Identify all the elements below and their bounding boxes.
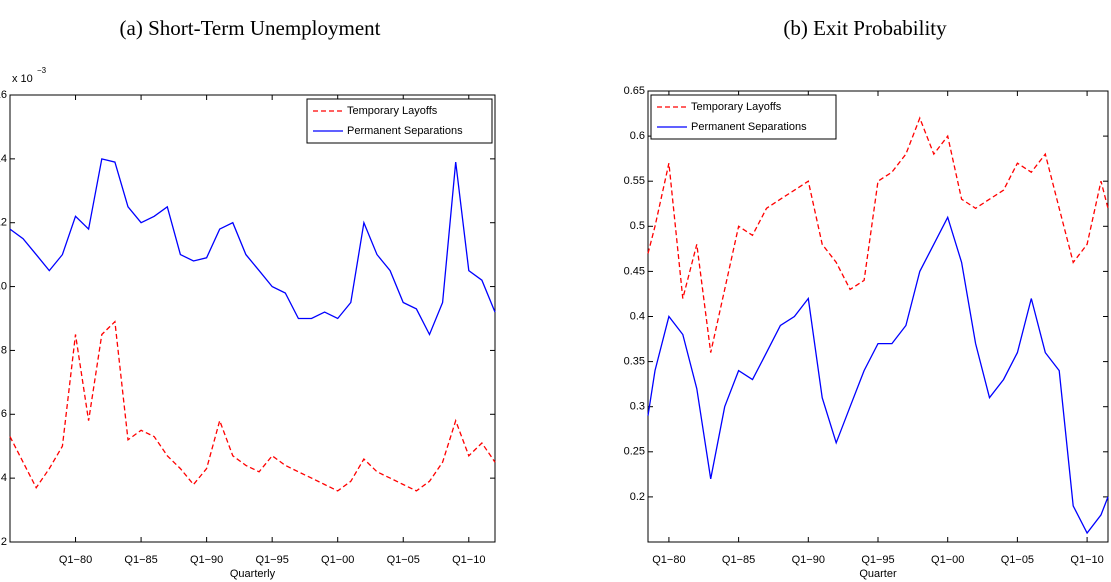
x-axis-label: Quarterly xyxy=(230,568,276,580)
y-tick-label: 0.35 xyxy=(624,356,645,368)
chart-title: (a) Short-Term Unemployment xyxy=(120,16,381,40)
x-tick-label: Q1−00 xyxy=(931,554,964,566)
legend-label: Permanent Separations xyxy=(691,121,807,133)
y-tick-label: 10 xyxy=(0,280,7,292)
y-tick-label: 0.65 xyxy=(624,85,645,97)
x-tick-label: Q1−85 xyxy=(124,554,157,566)
y-tick-label: 0.4 xyxy=(630,310,645,322)
x-tick-label: Q1−05 xyxy=(1001,554,1034,566)
y-tick-label: 0.3 xyxy=(630,401,645,413)
x-tick-label: Q1−80 xyxy=(59,554,92,566)
x-tick-label: Q1−95 xyxy=(255,554,288,566)
legend-label: Temporary Layoffs xyxy=(691,101,782,113)
x-tick-label: Q1−05 xyxy=(387,554,420,566)
y-tick-label: 0.45 xyxy=(624,265,645,277)
data-line xyxy=(9,158,496,337)
legend-box xyxy=(306,98,493,144)
y-tick-label: 0.25 xyxy=(624,446,645,458)
y-tick-label: 0.6 xyxy=(630,130,645,142)
x-tick-label: Q1−90 xyxy=(792,554,825,566)
y-tick-label: 14 xyxy=(0,153,7,165)
data-line xyxy=(647,215,1109,535)
x-tick-label: Q1−80 xyxy=(652,554,685,566)
y-tick-label: 0.55 xyxy=(624,175,645,187)
y-tick-label: 2 xyxy=(1,536,7,548)
y-multiplier: x 10 xyxy=(12,73,33,85)
legend-box xyxy=(650,94,837,140)
plot-frame xyxy=(647,90,1109,543)
legend-label: Temporary Layoffs xyxy=(347,105,438,117)
y-tick-label: 6 xyxy=(1,408,7,420)
x-tick-label: Q1−90 xyxy=(190,554,223,566)
y-tick-label: 12 xyxy=(0,217,7,229)
y-multiplier-exponent: −3 xyxy=(37,66,47,75)
x-tick-label: Q1−95 xyxy=(861,554,894,566)
data-line xyxy=(9,320,496,492)
y-tick-label: 4 xyxy=(1,472,7,484)
chart-title: (b) Exit Probability xyxy=(783,16,947,40)
y-tick-label: 8 xyxy=(1,344,7,356)
legend-label: Permanent Separations xyxy=(347,125,463,137)
y-tick-label: 16 xyxy=(0,89,7,101)
data-line xyxy=(647,116,1109,353)
plot-frame xyxy=(9,94,496,543)
x-tick-label: Q1−00 xyxy=(321,554,354,566)
x-tick-label: Q1−85 xyxy=(722,554,755,566)
y-tick-label: 0.2 xyxy=(630,491,645,503)
y-tick-label: 0.5 xyxy=(630,220,645,232)
x-axis-label: Quarter xyxy=(859,568,897,580)
x-tick-label: Q1−10 xyxy=(1070,554,1103,566)
x-tick-label: Q1−10 xyxy=(452,554,485,566)
